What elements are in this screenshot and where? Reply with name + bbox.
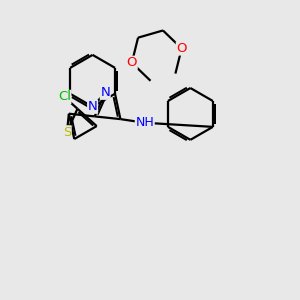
Text: Cl: Cl [58, 90, 71, 104]
Text: N: N [88, 100, 98, 113]
Text: O: O [127, 56, 137, 69]
Text: N: N [100, 86, 110, 99]
Text: O: O [176, 42, 187, 55]
Text: S: S [63, 126, 71, 139]
Text: NH: NH [135, 116, 154, 129]
